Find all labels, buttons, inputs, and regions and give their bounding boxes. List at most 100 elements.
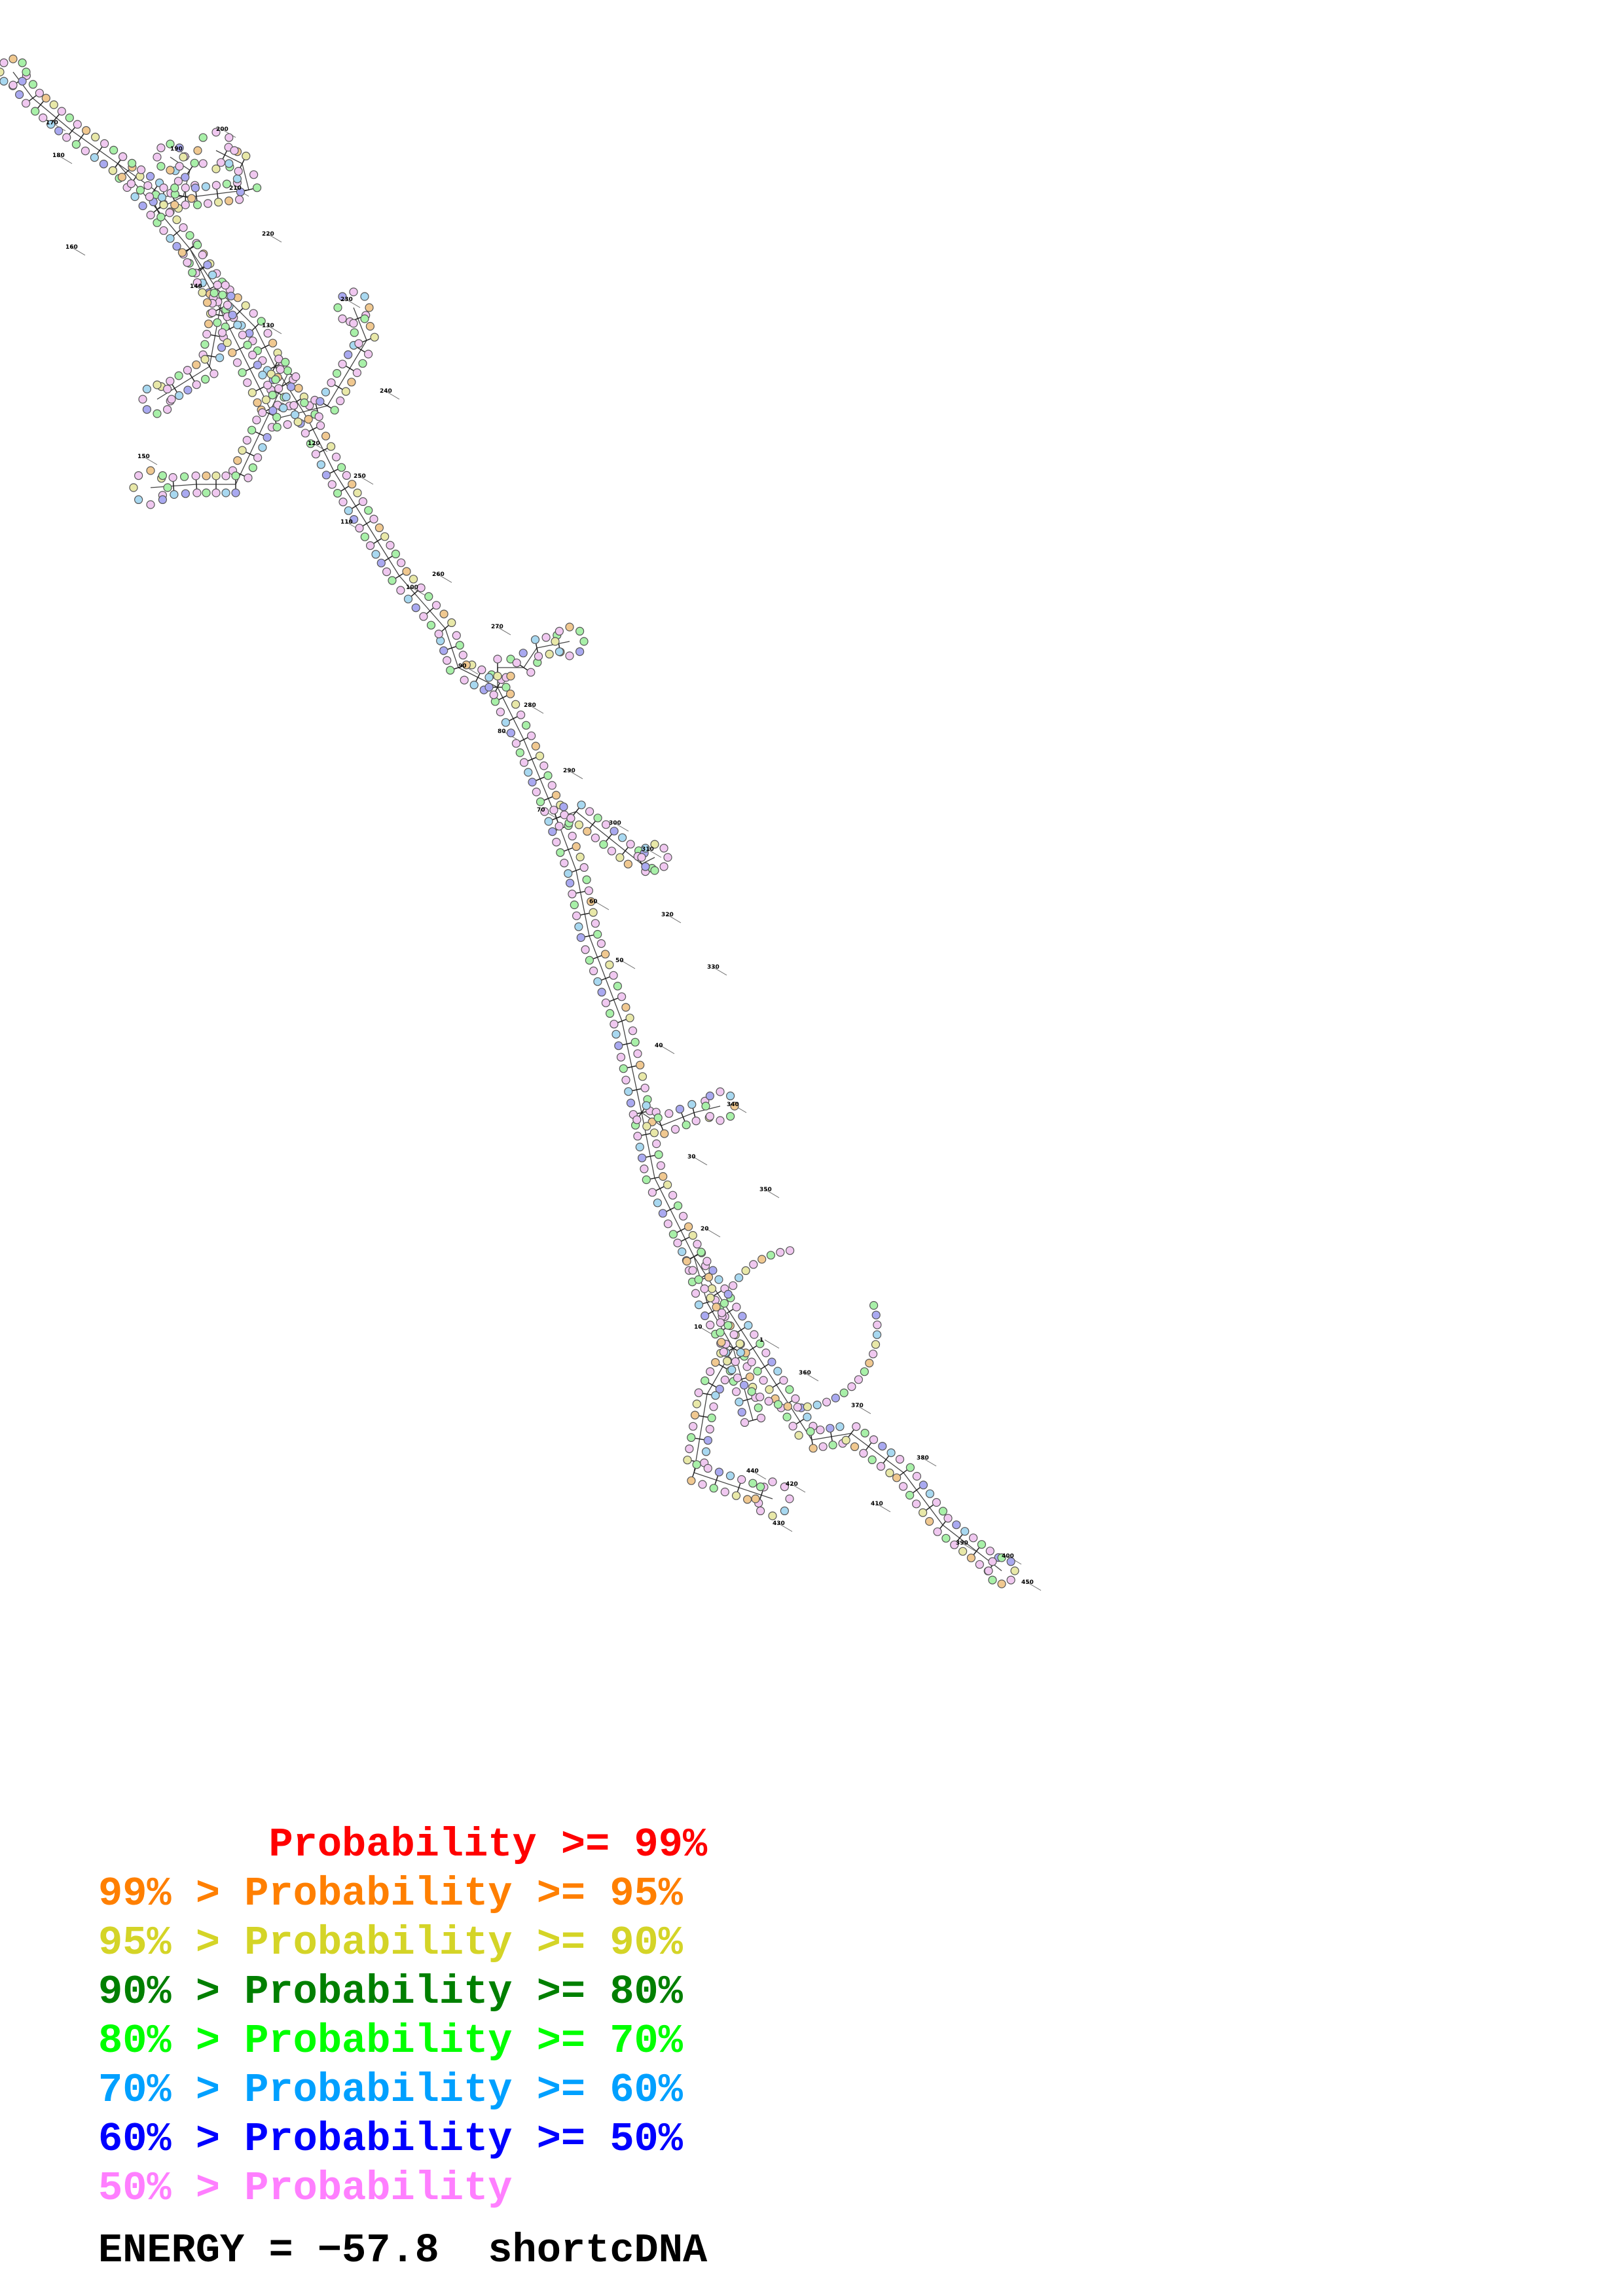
position-label: 360 (799, 1370, 811, 1376)
nucleotide-node (530, 635, 540, 644)
nucleotide-node (547, 781, 556, 790)
nucleotide-node (166, 166, 175, 175)
nucleotide-node (217, 328, 227, 337)
nucleotide-node (977, 1540, 987, 1549)
nucleotide-node (652, 1139, 661, 1149)
backbone-segment (712, 966, 727, 976)
nucleotide-node (703, 1463, 712, 1473)
nucleotide-node (242, 151, 251, 160)
nucleotide-node (756, 1482, 765, 1492)
nucleotide-node (707, 1413, 716, 1422)
legend-item-4: 90% > Probability >= 80% (98, 1969, 683, 2015)
nucleotide-node (198, 250, 207, 260)
nucleotide-node (228, 348, 237, 357)
nucleotide-node (701, 1376, 710, 1386)
backbone-segment (764, 1189, 780, 1198)
legend-item-5: 80% > Probability >= 70% (98, 2018, 683, 2064)
nucleotide-node (577, 800, 586, 810)
nucleotide-node (692, 1399, 701, 1408)
nucleotide-node (641, 862, 650, 871)
nucleotide-node (279, 403, 288, 413)
nucleotide-node (788, 1422, 797, 1431)
nucleotide-node (304, 414, 313, 424)
nucleotide-node (506, 672, 515, 681)
nucleotide-node (183, 258, 192, 267)
backbone-segment (71, 130, 119, 164)
nucleotide-node (714, 1467, 724, 1477)
nucleotide-node (460, 675, 469, 685)
nucleotide-node (353, 488, 362, 497)
nucleotide-node (706, 1367, 715, 1376)
position-label: 60 (589, 899, 598, 905)
rna-structure-diagram: 1102030405060708090100110120130140150160… (0, 54, 1042, 1591)
nucleotide-node (739, 1380, 749, 1390)
nucleotide-node (626, 1098, 636, 1107)
nucleotide-node (619, 1064, 628, 1073)
nucleotide-node (365, 303, 374, 312)
nucleotide-node (200, 355, 210, 364)
nucleotide-node (505, 689, 515, 698)
nucleotide-node (653, 1113, 663, 1122)
nucleotide-node (316, 397, 325, 406)
nucleotide-node (688, 1230, 697, 1240)
nucleotide-node (575, 852, 585, 862)
nucleotide-node (1006, 1575, 1015, 1585)
nucleotide-node (300, 398, 309, 408)
nucleotide-node (605, 960, 614, 969)
nucleotide-node (263, 329, 272, 338)
nucleotide-node (551, 791, 561, 800)
nucleotide-node (349, 287, 358, 296)
nucleotide-node (291, 410, 300, 420)
nucleotide-node (477, 665, 486, 675)
nucleotide-node (142, 384, 151, 394)
position-label: 340 (727, 1102, 739, 1108)
nucleotide-node (99, 160, 108, 169)
nucleotide-node (268, 390, 277, 400)
backbone-segment (903, 1472, 943, 1526)
nucleotide-node (720, 1487, 729, 1497)
nucleotide-node (714, 1275, 723, 1284)
energy-label: ENERGY = −57.8 shortcDNA (98, 2227, 708, 2274)
nucleotide-node (601, 998, 611, 1007)
nucleotide-node (283, 420, 292, 429)
nucleotide-node (871, 1340, 881, 1349)
nucleotide-node (516, 710, 526, 719)
nucleotide-node (225, 196, 234, 206)
nucleotide-node (46, 120, 56, 129)
legend-item-3: 95% > Probability >= 90% (98, 1920, 683, 1966)
nucleotide-node (276, 365, 285, 374)
nucleotide-node (773, 1400, 783, 1409)
nucleotide-node (338, 292, 347, 301)
nucleotide-node (341, 387, 350, 396)
nucleotide-node (230, 146, 239, 155)
position-label: 420 (786, 1481, 798, 1488)
backbone-segment (274, 405, 328, 420)
nucleotide-node (130, 192, 139, 202)
nucleotide-node (233, 456, 242, 465)
nucleotide-node (565, 651, 574, 660)
nucleotide-node (564, 869, 573, 878)
nucleotide-node (181, 200, 190, 209)
nucleotide-node (704, 1272, 714, 1282)
nucleotide-node (626, 840, 635, 849)
backbone-segment (215, 150, 243, 164)
nucleotide-node (173, 177, 183, 186)
nucleotide-node (868, 1350, 878, 1359)
nucleotide-node (521, 721, 531, 730)
nucleotide-node (628, 1026, 638, 1035)
nucleotide-node (496, 708, 505, 717)
nucleotide-node (756, 1339, 765, 1348)
nucleotide-node (376, 558, 386, 567)
nucleotide-node (35, 88, 45, 98)
position-label: 140 (190, 283, 202, 290)
nucleotide-node (221, 281, 230, 290)
nucleotide-node (716, 1318, 725, 1327)
nucleotide-node (975, 1560, 984, 1569)
backbone-segment (142, 456, 158, 465)
nucleotide-node (541, 633, 551, 642)
backbone-segment (960, 1542, 976, 1552)
nucleotide-node (607, 846, 617, 855)
nucleotide-node (146, 466, 155, 475)
nucleotide-node (489, 690, 498, 700)
nucleotide-node (100, 139, 109, 148)
